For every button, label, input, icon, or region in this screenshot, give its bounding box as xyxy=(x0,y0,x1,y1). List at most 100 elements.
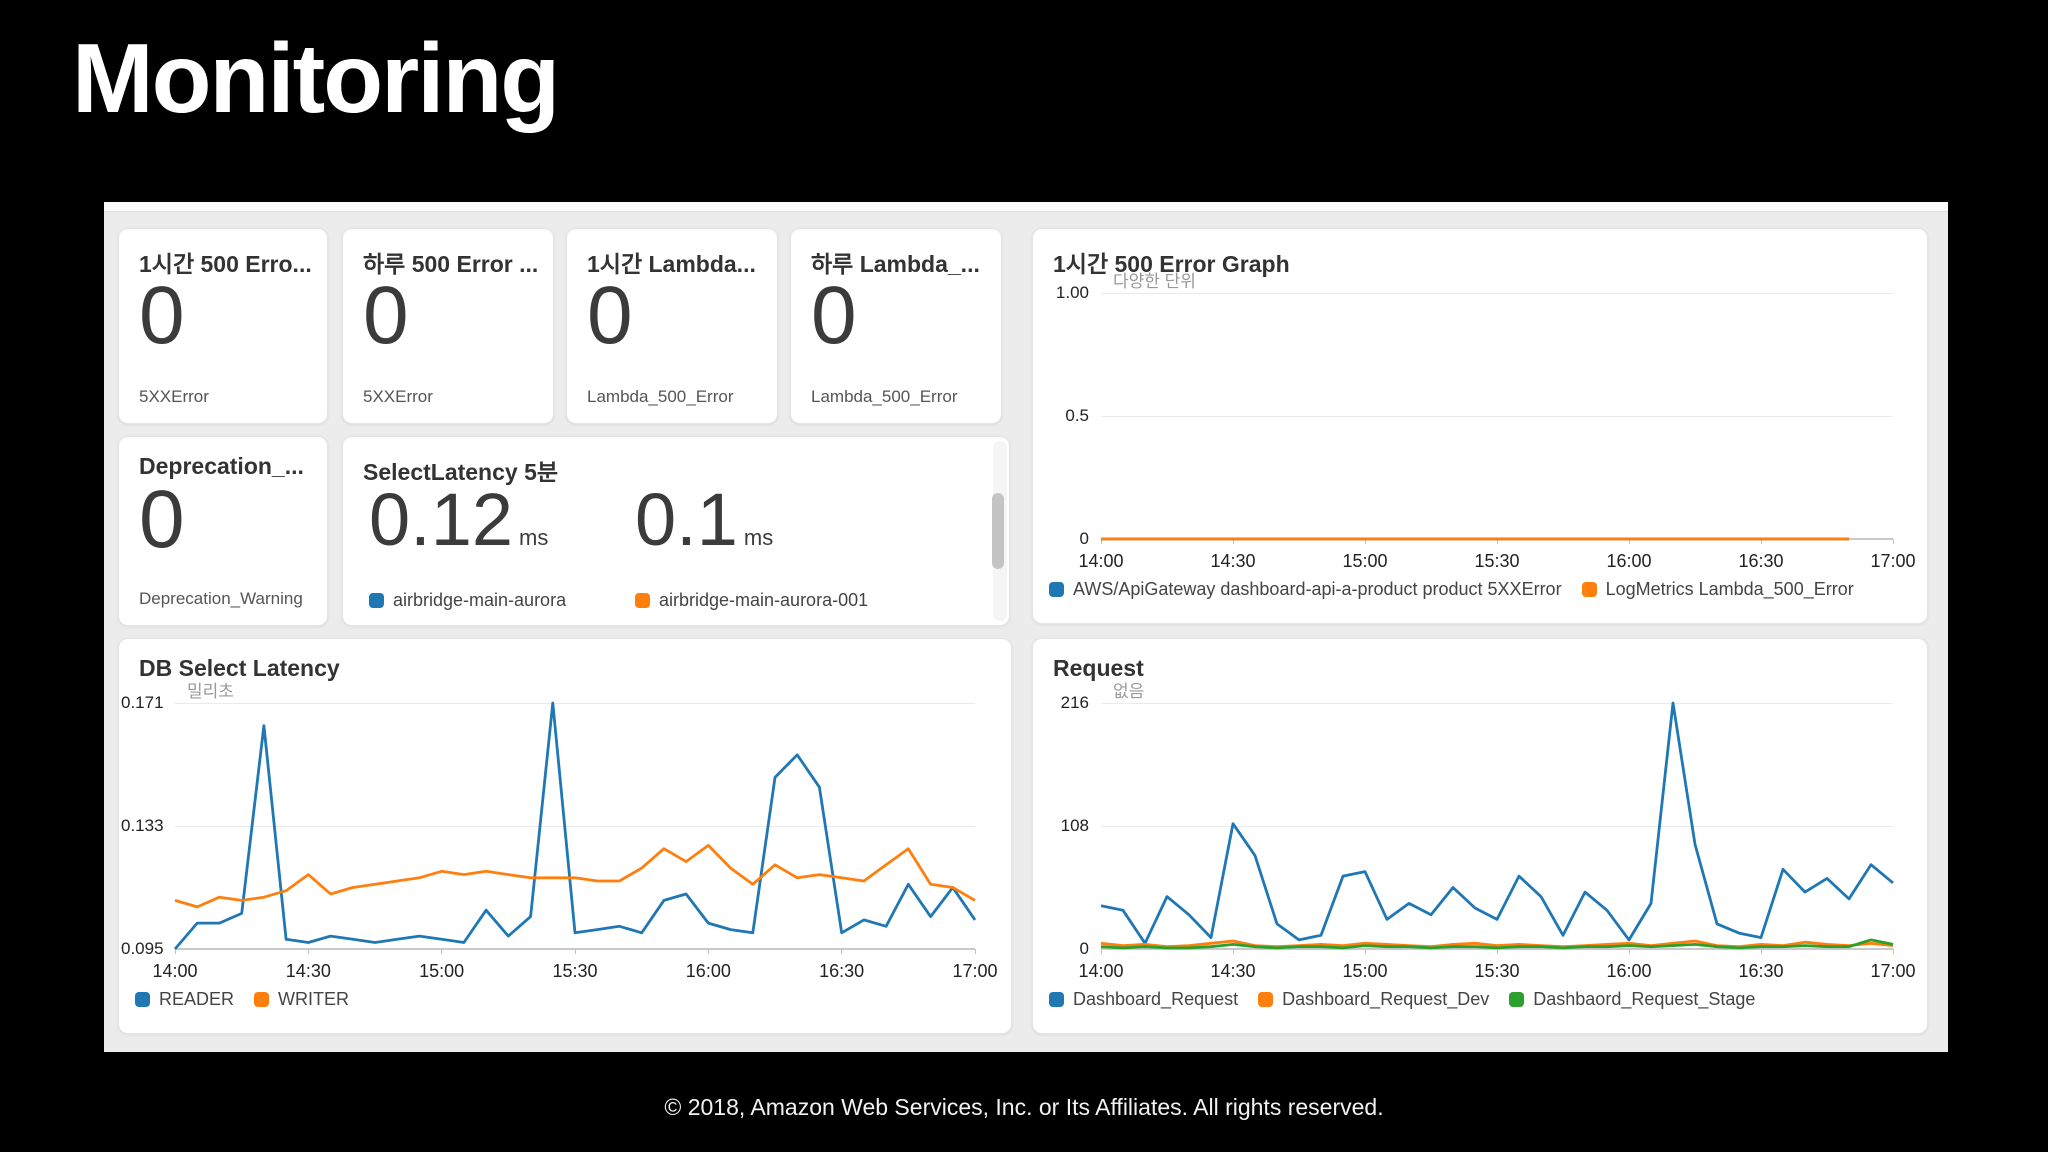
axis-unit-label: 다양한 단위 xyxy=(1113,272,1196,291)
gridline xyxy=(1101,702,1893,704)
legend-item: AWS/ApiGateway dashboard-api-a-product p… xyxy=(1049,579,1562,600)
widget-select-latency: SelectLatency 5분 0.12 ms 0.1 ms airbridge-… xyxy=(342,436,1010,626)
y-tick-label: 0.095 xyxy=(121,939,164,958)
widget-500-error-1h: 1시간 500 Erro... 0 5XXError xyxy=(118,228,328,424)
chart-plot-svg xyxy=(1101,537,1849,541)
x-tick-label: 14:30 xyxy=(1210,551,1256,571)
x-tick-mark xyxy=(974,949,976,954)
chart-title: Request xyxy=(1053,655,1144,681)
series-line xyxy=(173,701,977,950)
widget-metric-label: Deprecation_Warning xyxy=(139,589,303,608)
legend-item: Dashbaord_Request_Stage xyxy=(1509,989,1755,1010)
x-tick-mark xyxy=(707,949,709,954)
y-tick-label: 0.133 xyxy=(121,816,164,835)
x-tick-label: 14:30 xyxy=(285,961,331,981)
legend-color-dot xyxy=(1509,992,1525,1007)
db-latency-chart: 밀리초 0.171 0.133 0.095 14:00 14:30 15:00 15:30 16… xyxy=(119,639,1011,1033)
metric-unit: ms xyxy=(519,525,549,550)
axis-unit-label: 밀리초 xyxy=(187,682,234,701)
x-tick-label: 15:30 xyxy=(1474,551,1520,571)
x-tick-label: 15:00 xyxy=(1342,961,1388,981)
legend-color-dot xyxy=(1049,992,1064,1007)
x-tick-label: 14:30 xyxy=(1210,961,1256,981)
gridline xyxy=(1101,415,1893,417)
x-tick-mark xyxy=(441,949,443,954)
x-tick-label: 17:00 xyxy=(1870,961,1916,981)
widget-db-select-latency: DB Select Latency 밀리초 0.171 0.133 0.095 14:0… xyxy=(118,638,1012,1034)
legend-item: WRITER xyxy=(254,989,349,1010)
x-tick-mark xyxy=(1100,949,1102,954)
request-chart: 없음 216 108 0 14:00 14:30 15:00 15:30 16:00 16:30 1… xyxy=(1033,639,1927,1033)
x-tick-label: 14:00 xyxy=(152,961,198,981)
latency-metric-aurora: 0.12 ms xyxy=(369,483,548,557)
legend-label: Dashboard_Request_Dev xyxy=(1282,989,1490,1009)
latency-metric-aurora-001: 0.1 ms xyxy=(635,483,773,557)
widget-value: 0 xyxy=(363,270,409,361)
series-line xyxy=(1100,701,1894,945)
metric-unit: ms xyxy=(743,525,774,550)
legend-color-dot xyxy=(1049,582,1064,597)
chart-plot-area: 다양한 단위 1.00 0.5 0 14:00 14:30 15:00 15:30 16:00 1… xyxy=(1056,272,1916,571)
widget-500-error-graph: 1시간 500 Error Graph 다양한 단위 1.00 0.5 0 14:00 1… xyxy=(1032,228,1928,624)
x-tick-mark xyxy=(841,949,843,954)
chart-legend: Dashboard_Request Dashboard_Request_Dev Da… xyxy=(1049,989,1755,1010)
widget-request: Request 없음 216 108 0 14:00 14:30 15:00 15:30 16:… xyxy=(1032,638,1928,1034)
gridline xyxy=(1101,292,1893,294)
x-tick-mark xyxy=(1496,949,1498,954)
copyright-footer: © 2018, Amazon Web Services, Inc. or Its… xyxy=(664,1094,1384,1120)
scrollbar-thumb[interactable] xyxy=(992,493,1004,569)
x-tick-label: 16:30 xyxy=(1738,961,1784,981)
legend-label: READER xyxy=(159,989,235,1009)
y-tick-label: 108 xyxy=(1060,816,1089,835)
legend-color-dot xyxy=(369,593,384,608)
widget-500-error-day: 하루 500 Error ... 0 5XXError xyxy=(342,228,554,424)
widget-value: 0 xyxy=(139,474,185,565)
widget-title: 1시간 Lambda... xyxy=(587,251,756,277)
y-tick-label: 216 xyxy=(1060,693,1089,712)
scrollbar-track[interactable] xyxy=(992,441,1007,621)
x-tick-label: 17:00 xyxy=(1870,551,1916,571)
widget-deprecation: Deprecation_... 0 Deprecation_Warning xyxy=(118,436,328,626)
x-tick-mark xyxy=(307,949,309,954)
x-tick-mark xyxy=(1496,539,1498,544)
legend-label: Dashbaord_Request_Stage xyxy=(1533,989,1756,1009)
widget-title: Deprecation_... xyxy=(139,453,304,479)
x-tick-mark xyxy=(1628,539,1630,544)
error-graph-chart: 다양한 단위 1.00 0.5 0 14:00 14:30 15:00 15:30 16:00 1… xyxy=(1033,229,1927,623)
y-tick-label: 0 xyxy=(1079,529,1089,548)
widget-value: 0 xyxy=(139,270,185,361)
legend-item: airbridge-main-aurora-001 xyxy=(635,590,868,611)
x-tick-mark xyxy=(1364,949,1366,954)
legend-label: airbridge-main-aurora-001 xyxy=(659,590,869,610)
widget-lambda-1h: 1시간 Lambda... 0 Lambda_500_Error xyxy=(566,228,778,424)
series-line xyxy=(1100,939,1894,949)
x-tick-label: 16:30 xyxy=(1738,551,1784,571)
legend-item: airbridge-main-aurora xyxy=(369,590,566,611)
y-tick-label: 0.171 xyxy=(121,693,164,712)
widget-metric-label: 5XXError xyxy=(363,387,433,406)
slide-title: Monitoring xyxy=(72,23,560,133)
legend-label: AWS/ApiGateway dashboard-api-a-product p… xyxy=(1073,579,1562,599)
x-tick-label: 16:00 xyxy=(1606,961,1652,981)
x-tick-mark xyxy=(1100,539,1102,544)
legend-label: WRITER xyxy=(278,989,350,1009)
x-tick-label: 15:30 xyxy=(1474,961,1520,981)
x-tick-label: 16:00 xyxy=(685,961,731,981)
legend-color-dot xyxy=(1581,582,1597,597)
x-tick-label: 16:30 xyxy=(819,961,865,981)
chart-plot-area: 없음 216 108 0 14:00 14:30 15:00 15:30 16:00 16:30 1… xyxy=(1061,682,1916,981)
x-tick-mark xyxy=(1232,949,1234,954)
chart-plot-area: 밀리초 0.171 0.133 0.095 14:00 14:30 15:00 15:30 16… xyxy=(121,682,998,981)
gridline xyxy=(1101,825,1893,827)
x-tick-mark xyxy=(1628,949,1630,954)
legend-color-dot xyxy=(135,992,150,1007)
metric-value: 0.1 xyxy=(635,478,738,561)
widget-metric-label: 5XXError xyxy=(139,387,209,406)
widget-title: 1시간 500 Erro... xyxy=(139,251,312,277)
legend-item: LogMetrics Lambda_500_Error xyxy=(1581,579,1854,600)
x-tick-mark xyxy=(1364,539,1366,544)
gridline xyxy=(175,702,975,704)
widget-title: 하루 500 Error ... xyxy=(363,251,539,277)
widget-value: 0 xyxy=(811,270,857,361)
gridline xyxy=(175,825,975,827)
